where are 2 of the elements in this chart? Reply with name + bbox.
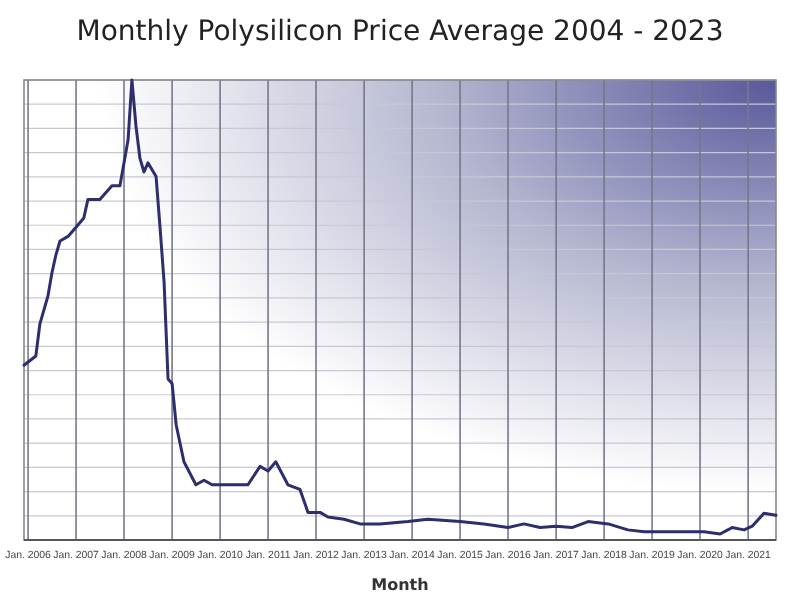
chart-title: Monthly Polysilicon Price Average 2004 - 2023: [76, 16, 724, 48]
x-axis-title: Month: [371, 576, 430, 594]
